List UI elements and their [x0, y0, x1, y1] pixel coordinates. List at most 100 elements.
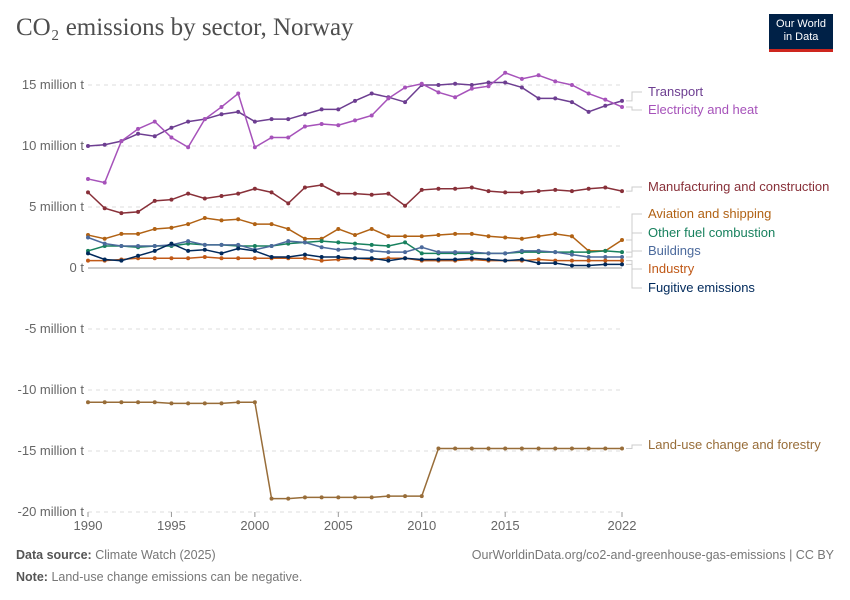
data-point: [353, 191, 357, 196]
data-point: [353, 256, 357, 261]
data-point: [453, 81, 458, 86]
data-point: [336, 226, 341, 231]
data-point: [353, 233, 357, 238]
data-point: [569, 446, 574, 451]
data-point: [403, 250, 408, 255]
data-point: [486, 446, 491, 451]
series-label: Land-use change and forestry: [648, 437, 821, 452]
data-point: [102, 142, 107, 147]
y-tick-label: 15 million t: [22, 77, 85, 92]
y-tick-label: 0 t: [70, 260, 85, 275]
data-point: [553, 231, 558, 236]
data-point: [302, 236, 307, 241]
data-point: [569, 189, 574, 194]
data-point: [252, 244, 257, 249]
data-point: [586, 91, 591, 96]
data-point: [186, 248, 191, 253]
url-line[interactable]: OurWorldinData.org/co2-and-greenhouse-ga…: [471, 548, 834, 562]
x-tick-label: 2015: [491, 518, 520, 533]
y-tick-label: -5 million t: [25, 321, 85, 336]
data-point: [302, 495, 307, 500]
data-point: [86, 144, 90, 148]
data-point: [86, 251, 90, 256]
data-point: [386, 244, 391, 249]
data-point: [436, 90, 441, 95]
data-point: [386, 191, 391, 196]
data-point: [553, 187, 558, 192]
data-point: [469, 446, 474, 451]
data-point: [136, 231, 141, 236]
data-point: [519, 85, 524, 90]
data-point: [252, 222, 257, 227]
data-point: [152, 248, 157, 253]
data-point: [519, 446, 524, 451]
data-point: [252, 145, 257, 150]
data-point: [536, 261, 541, 266]
data-point: [302, 124, 307, 129]
data-point: [386, 494, 391, 499]
data-point: [620, 258, 624, 263]
data-point: [252, 186, 257, 191]
label-connector: [626, 213, 642, 241]
data-point: [236, 256, 241, 261]
data-point: [286, 496, 291, 501]
data-point: [603, 97, 608, 102]
data-point: [269, 190, 274, 195]
data-point: [86, 190, 90, 195]
data-point: [186, 239, 191, 244]
series-label: Transport: [648, 84, 704, 99]
source-text: Climate Watch (2025): [95, 548, 216, 562]
data-point: [620, 262, 624, 267]
data-point: [386, 258, 391, 263]
data-point: [586, 186, 591, 191]
data-point: [569, 263, 574, 268]
data-point: [102, 241, 107, 246]
series-line-electricity-and-heat: [87, 71, 623, 184]
data-point: [536, 189, 541, 194]
data-point: [519, 248, 524, 253]
data-point: [152, 400, 157, 405]
data-point: [369, 242, 374, 247]
data-point: [119, 211, 124, 216]
data-point: [403, 85, 408, 90]
data-point: [236, 91, 241, 96]
series-label: Buildings: [648, 243, 701, 258]
data-point: [519, 236, 524, 241]
data-point: [369, 113, 374, 118]
series-line-manufacturing-and-construction: [87, 184, 623, 214]
data-point: [336, 123, 341, 128]
data-point: [603, 248, 608, 253]
source-line: Data source: Climate Watch (2025): [16, 548, 216, 562]
data-point: [553, 79, 558, 84]
data-point: [553, 250, 558, 255]
owid-logo[interactable]: Our World in Data: [769, 14, 833, 52]
series-label: Industry: [648, 261, 695, 276]
data-point: [569, 83, 574, 87]
data-point: [319, 122, 324, 127]
data-point: [86, 258, 90, 263]
data-point: [236, 109, 241, 114]
data-point: [436, 257, 441, 262]
data-point: [586, 258, 591, 263]
data-point: [503, 235, 508, 240]
source-label: Data source:: [16, 548, 92, 562]
data-point: [536, 96, 541, 101]
data-point: [319, 258, 324, 263]
data-point: [620, 250, 624, 255]
data-point: [136, 253, 141, 258]
data-point: [269, 222, 274, 227]
data-point: [620, 189, 624, 194]
data-point: [319, 239, 324, 244]
x-tick-label: 2010: [407, 518, 436, 533]
data-point: [136, 209, 141, 214]
data-point: [486, 234, 491, 239]
data-point: [302, 256, 307, 261]
data-point: [336, 240, 341, 245]
data-point: [419, 81, 424, 86]
series-label: Fugitive emissions: [648, 280, 755, 295]
data-point: [419, 187, 424, 192]
data-point: [219, 104, 224, 109]
data-point: [286, 117, 291, 122]
x-tick-label: 2000: [240, 518, 269, 533]
